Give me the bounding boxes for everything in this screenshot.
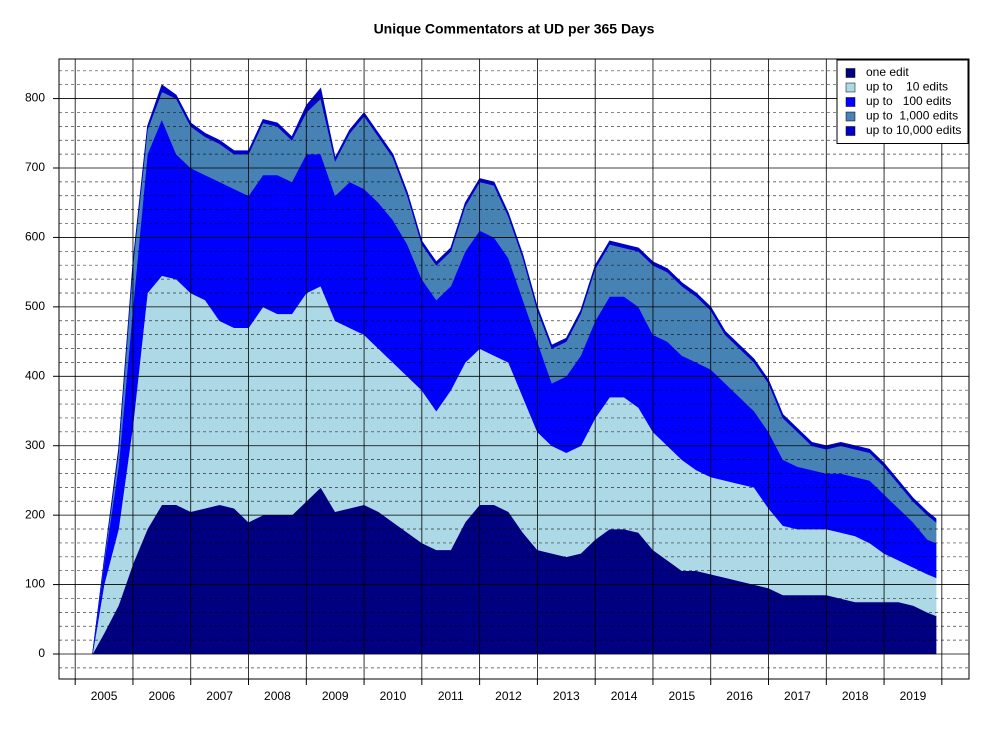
x-tick-label: 2016 (726, 689, 753, 703)
x-tick-label: 2011 (438, 689, 464, 703)
y-tick-label: 0 (38, 646, 45, 660)
legend-label: one edit (866, 65, 909, 79)
area (92, 84, 937, 655)
x-tick-label: 2014 (611, 689, 638, 703)
legend-swatch (845, 111, 856, 122)
x-tick-label: 2015 (668, 689, 695, 703)
x-tick-label: 2009 (322, 689, 349, 703)
x-tick-label: 2012 (495, 689, 522, 703)
x-tick-label: 2017 (784, 689, 811, 703)
legend-label: up to 10 edits (866, 80, 948, 94)
y-tick-label: 200 (25, 507, 45, 521)
x-tick-label: 2010 (380, 689, 407, 703)
y-tick-label: 400 (25, 368, 45, 382)
y-tick-label: 800 (25, 91, 45, 105)
x-tick-label: 2018 (842, 689, 869, 703)
y-tick-label: 300 (25, 438, 45, 452)
x-tick-label: 2005 (91, 689, 118, 703)
plot-frame (58, 58, 970, 680)
x-tick-label: 2013 (553, 689, 580, 703)
x-tick-label: 2019 (900, 689, 927, 703)
y-tick-label: 100 (25, 577, 45, 591)
y-tick-label: 600 (25, 230, 45, 244)
x-tick-label: 2006 (148, 689, 175, 703)
x-tick-label: 2008 (264, 689, 291, 703)
legend-label: up to 100 edits (866, 94, 951, 108)
legend-swatch (845, 82, 856, 93)
legend-swatch (845, 68, 856, 78)
legend-label: up to 1,000 edits (866, 109, 958, 123)
x-tick-label: 2007 (206, 689, 233, 703)
y-tick-label: 700 (25, 160, 45, 174)
legend-box (836, 59, 969, 144)
legend-label: up to 10,000 edits (866, 123, 961, 137)
y-tick-label: 500 (25, 299, 45, 313)
chart-title: Unique Commentators at UD per 365 Days (374, 21, 655, 37)
legend-swatch (845, 126, 856, 136)
legend-swatch (845, 97, 856, 107)
